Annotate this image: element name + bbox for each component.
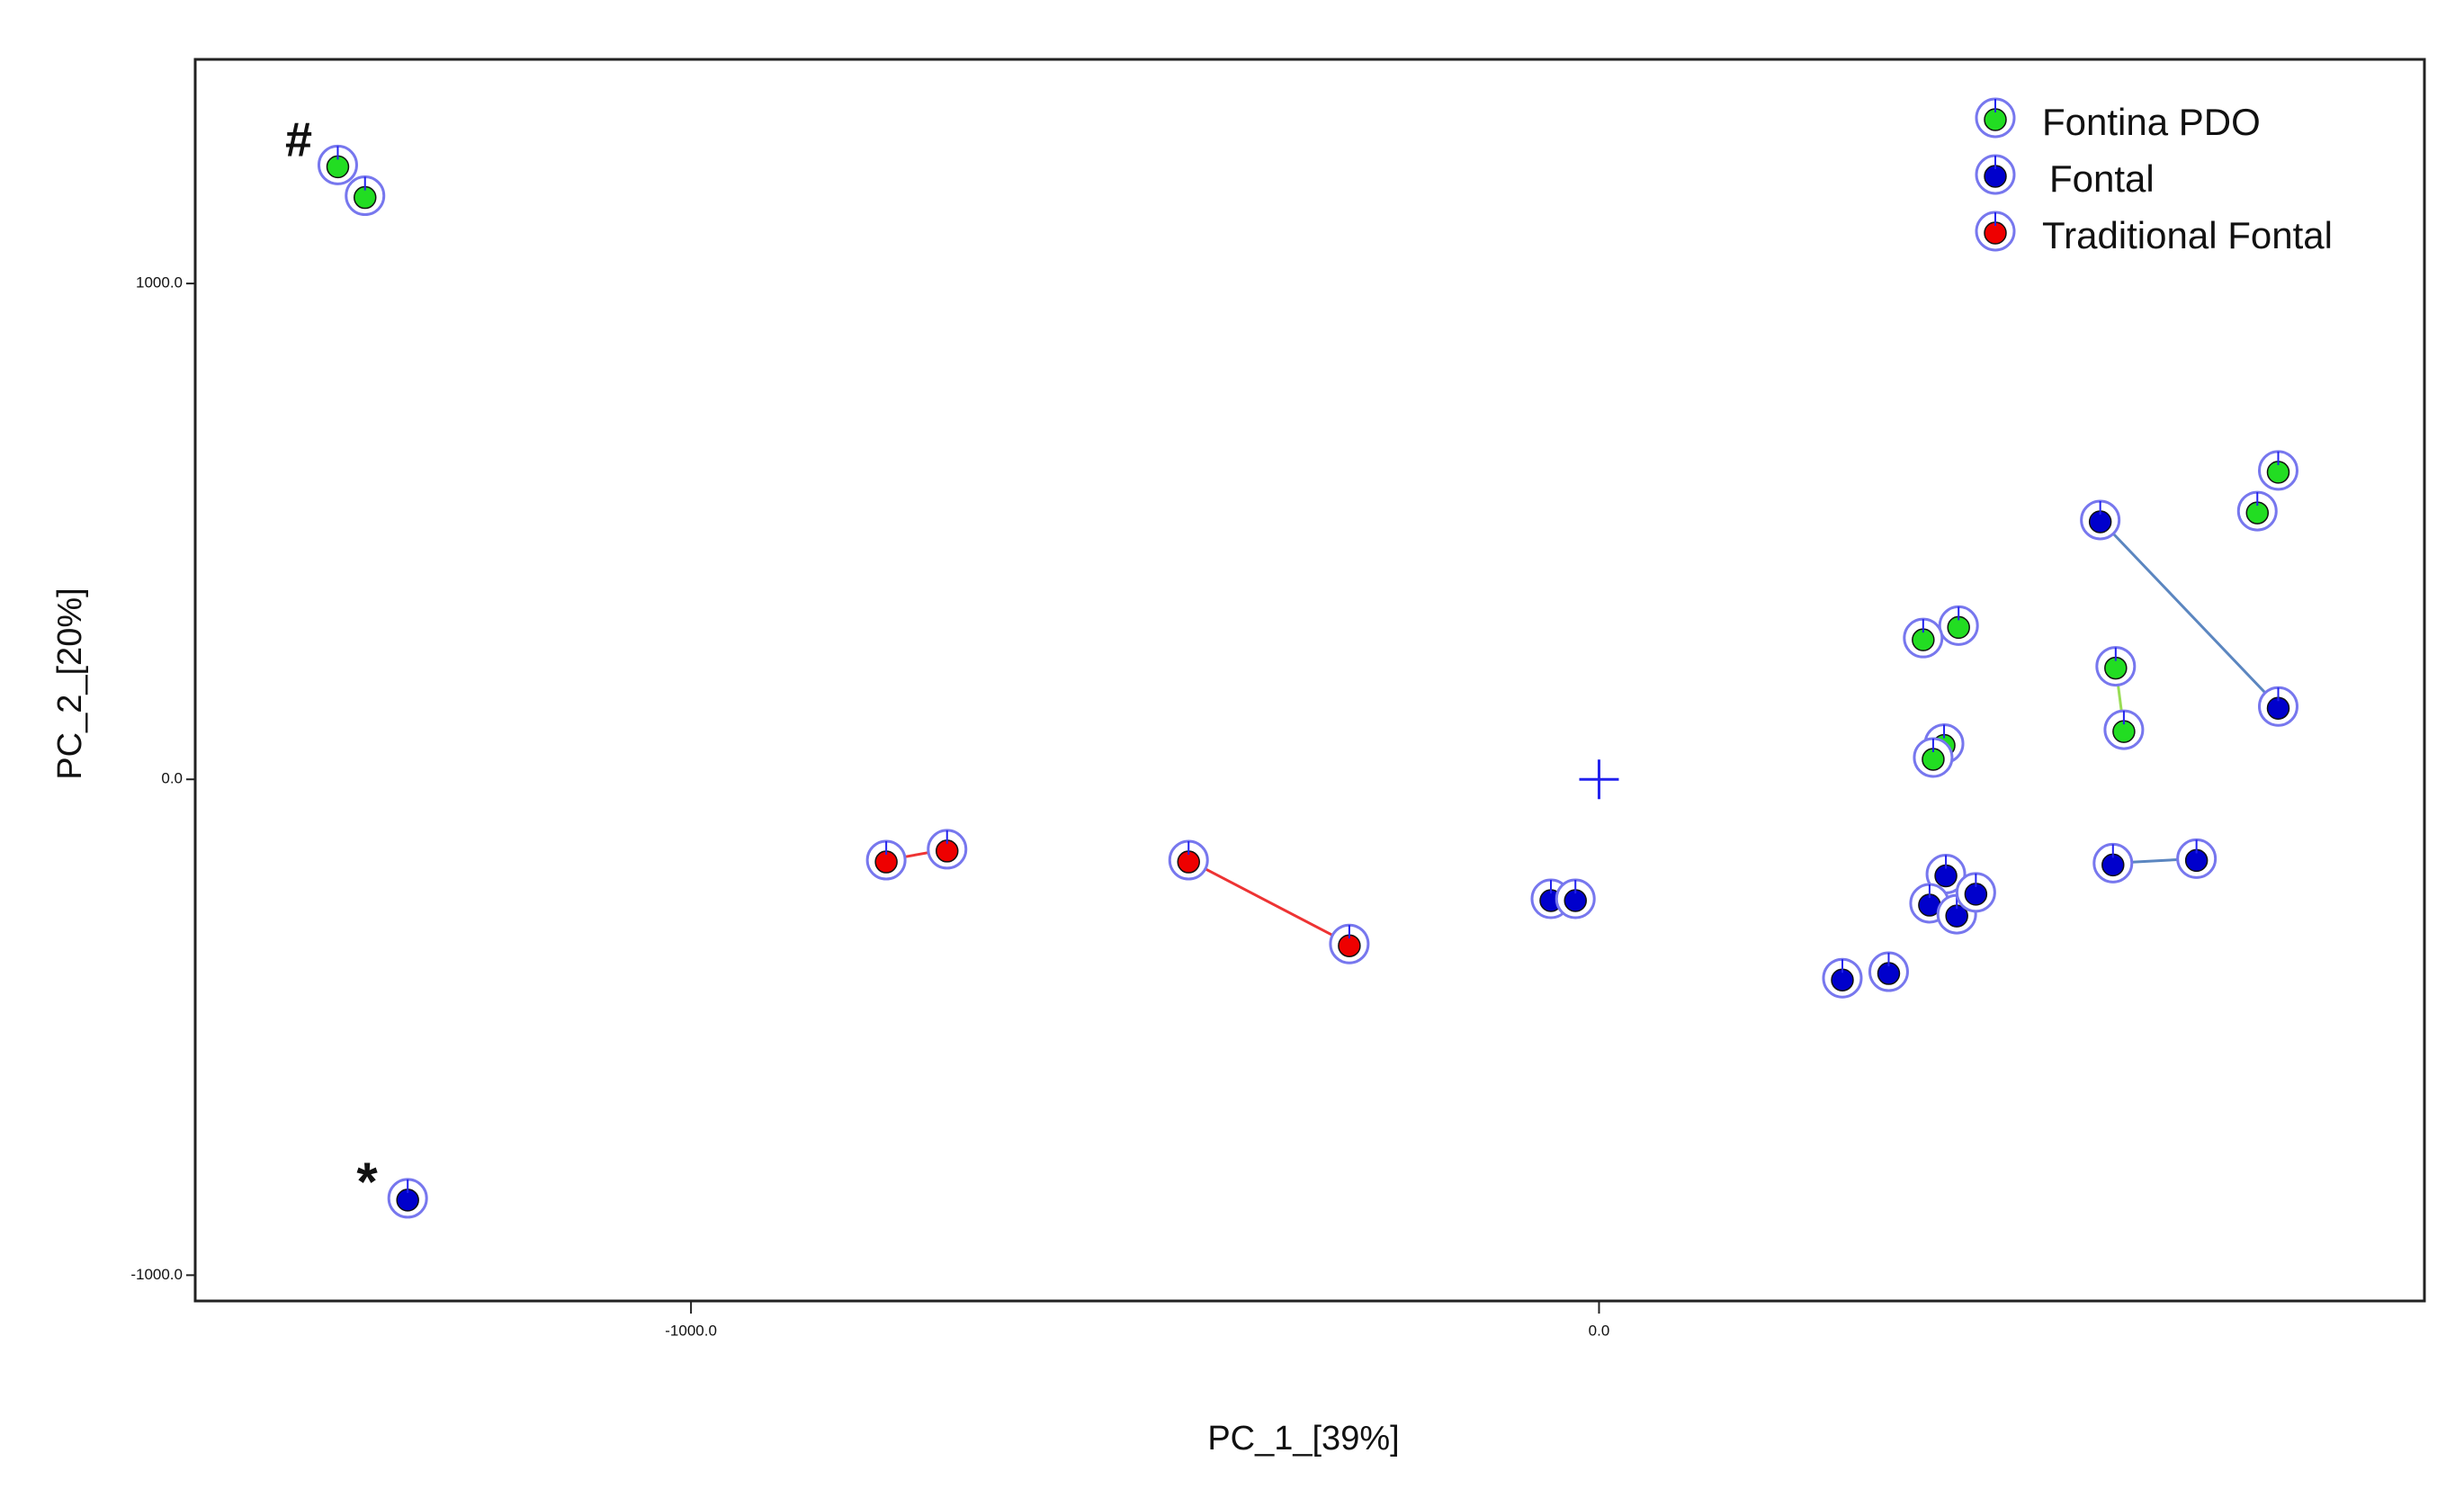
x-axis-title: PC_1_[39%]: [1207, 1420, 1399, 1458]
y-tick-label: -1000.0: [130, 1266, 183, 1283]
origin-cross: [1579, 759, 1619, 800]
annotation: #: [285, 112, 312, 166]
point-group: [1955, 872, 1996, 913]
y-axis-title: PC_2_[20%]: [51, 588, 89, 779]
annotation: *: [356, 1152, 378, 1212]
point-group: [345, 175, 386, 217]
x-tick-label: -1000.0: [665, 1322, 717, 1339]
pair-link: [2099, 518, 2280, 708]
point-group: [927, 829, 968, 870]
point-group: [2095, 646, 2137, 687]
point-group: [1925, 853, 1967, 894]
y-tick-label: 1000.0: [136, 274, 183, 292]
point-group: [1913, 737, 1954, 778]
point-group: [2080, 499, 2121, 541]
pair-link: [1187, 858, 1350, 946]
point-group: [2103, 709, 2145, 750]
point-group: [1868, 951, 1909, 992]
point-group: [2257, 450, 2298, 491]
point-group: [2176, 838, 2218, 879]
point-group: [1903, 617, 1944, 659]
y-tick-label: 0.0: [161, 770, 183, 787]
legend-item: Fontina PDO: [1975, 97, 2261, 143]
point-group: [1168, 839, 1209, 881]
plot-frame: [193, 58, 2426, 1303]
legend-label: Traditional Fontal: [2042, 214, 2333, 256]
point-group: [2236, 490, 2278, 532]
point-group: [387, 1178, 428, 1219]
point-group: [2257, 686, 2298, 727]
point-group: [1822, 957, 1863, 999]
legend-item: Traditional Fontal: [1975, 211, 2333, 256]
legend-item: Fontal: [1975, 154, 2155, 200]
x-tick-label: 0.0: [1589, 1322, 1610, 1339]
point-group: [1555, 878, 1596, 919]
point-group: [2092, 842, 2134, 884]
legend-label: Fontina PDO: [2042, 101, 2261, 143]
point-group: [1329, 923, 1370, 964]
point-group: [1938, 605, 1979, 646]
point-group: [865, 839, 907, 881]
legend-label: Fontal: [2049, 157, 2155, 200]
point-group: [317, 144, 358, 185]
